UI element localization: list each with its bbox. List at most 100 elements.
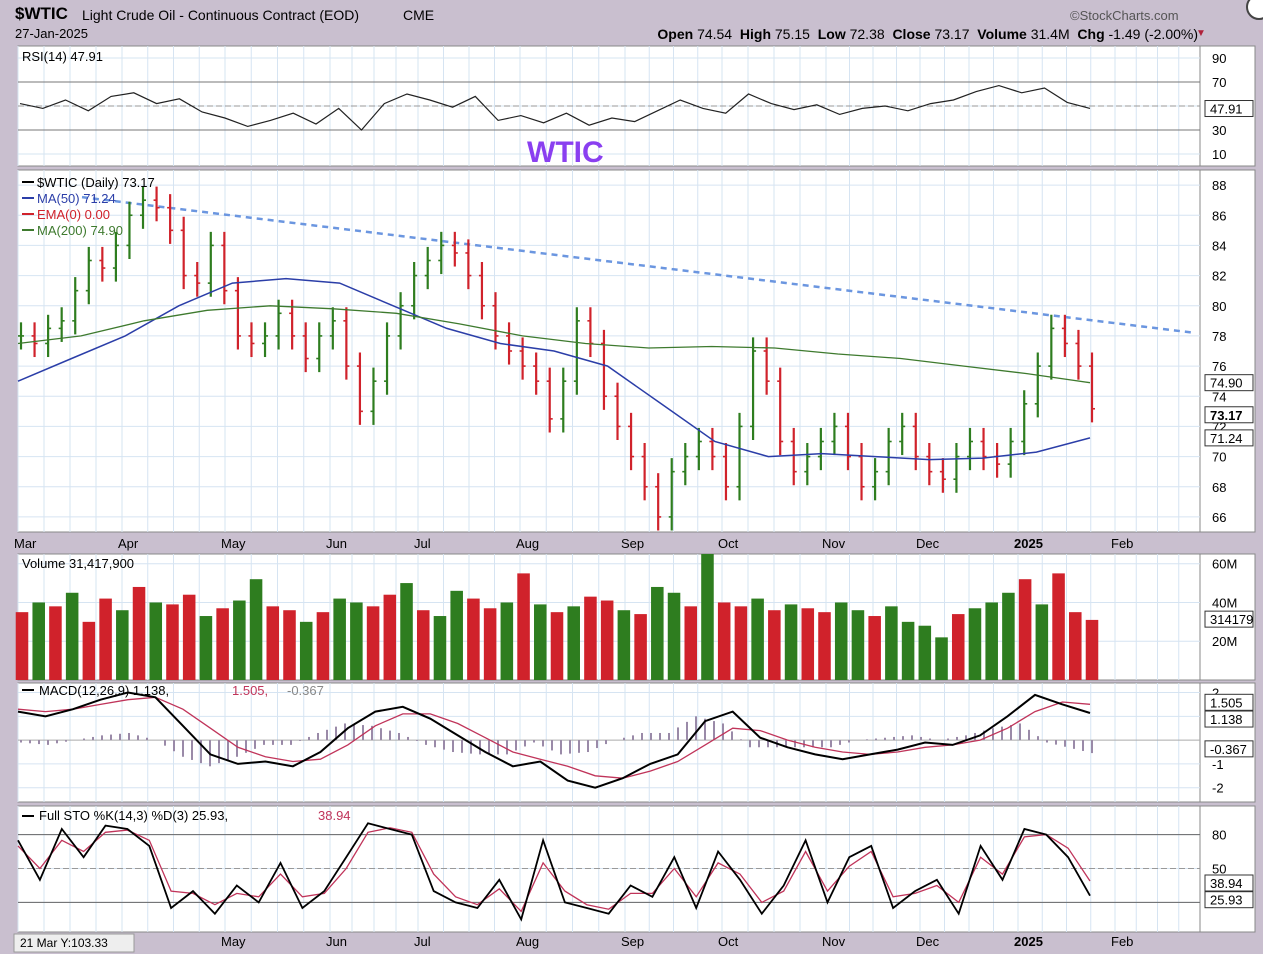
volume-bar: [901, 621, 915, 680]
stochastic-d-legend: 38.94: [318, 808, 351, 823]
volume-bar: [985, 602, 998, 680]
price-legend-entry: $WTIC (Daily) 73.17: [37, 175, 155, 190]
month-label: Aug: [516, 934, 539, 949]
volume-bar: [667, 592, 681, 680]
volume-bar: [701, 554, 714, 680]
macd-tick-label: -2: [1212, 781, 1224, 796]
volume-bar: [433, 616, 447, 680]
volume-bar: [517, 573, 530, 680]
volume-bar: [333, 598, 346, 680]
volume-label: Volume: [977, 26, 1027, 42]
open-value: 74.54: [697, 26, 733, 42]
volume-bar: [99, 598, 112, 680]
close-value: 73.17: [934, 26, 970, 42]
macd-histogram-legend: -0.367: [287, 683, 324, 698]
status-readout-box: [13, 933, 135, 953]
volume-value-flag-box: [1204, 610, 1254, 628]
volume-bar: [851, 610, 865, 680]
price-panel: [17, 169, 1201, 533]
macd-panel: [17, 682, 1201, 803]
chg-value: -1.49 (-2.00%): [1108, 26, 1198, 42]
price-tick-label: 84: [1212, 238, 1226, 253]
volume-bar: [751, 598, 764, 680]
close-value-flag-box: [1204, 406, 1254, 424]
macd-tick-label: 2: [1212, 686, 1219, 701]
volume-bar: [1002, 592, 1015, 680]
price-tick-label: 76: [1212, 359, 1226, 374]
macd-histogram-flag: -0.367: [1210, 742, 1247, 757]
macd-line: [17, 691, 1091, 789]
volume-bar: [550, 612, 564, 680]
wtic-annotation: WTIC: [527, 136, 604, 169]
rsi-value-flag: 47.91: [1210, 102, 1243, 117]
stochastic-k-flag: 25.93: [1210, 893, 1243, 908]
month-label: 2025: [1014, 934, 1043, 949]
volume-bar: [584, 596, 597, 680]
volume-bar: [717, 602, 731, 680]
volume-bar: [951, 614, 965, 680]
stochastic-d-flag-box: [1204, 874, 1254, 892]
price-tick-label: 78: [1212, 329, 1226, 344]
month-label: Jun: [326, 536, 347, 551]
volume-bar: [82, 621, 96, 680]
ma200-line: [17, 305, 1091, 384]
price-tick-label: 88: [1212, 178, 1226, 193]
macd-histogram-flag-box: [1204, 740, 1254, 758]
volume-bar: [617, 610, 631, 680]
volume-bar: [316, 612, 330, 680]
volume-bar: [199, 616, 213, 680]
volume-bar: [166, 604, 179, 680]
volume-bar: [400, 583, 413, 680]
price-tick-label: 68: [1212, 480, 1226, 495]
volume-bar: [416, 610, 430, 680]
month-label: Oct: [718, 934, 739, 949]
volume-bar: [216, 608, 229, 680]
month-label: Sep: [621, 536, 644, 551]
volume-bar: [65, 592, 79, 680]
volume-bar: [935, 637, 948, 680]
month-label: Nov: [822, 934, 846, 949]
volume-bar: [233, 600, 246, 680]
close-icon[interactable]: [1246, 0, 1263, 20]
volume-bar: [249, 579, 263, 680]
volume-bar: [1052, 573, 1065, 680]
month-label: Jun: [326, 934, 347, 949]
volume-bar: [567, 606, 580, 680]
macd-signal-flag: 1.505: [1210, 695, 1243, 710]
volume-bar: [182, 594, 196, 680]
month-label: Apr: [118, 536, 139, 551]
ma50-value-flag-box: [1204, 429, 1254, 447]
chg-label: Chg: [1077, 26, 1105, 42]
volume-bar: [651, 586, 664, 680]
volume-tick-label: 20M: [1212, 634, 1237, 649]
ma50-value-flag: 71.24: [1210, 431, 1243, 446]
volume-bar: [500, 602, 514, 680]
macd-legend: MACD(12,26,9) 1.138,: [39, 683, 169, 698]
volume-bar: [149, 602, 163, 680]
chart-header: $WTIC Light Crude Oil - Continuous Contr…: [0, 0, 1263, 46]
month-label: Feb: [1111, 536, 1133, 551]
brand-logo: ©StockCharts.com: [1070, 8, 1179, 23]
volume-legend: Volume 31,417,900: [22, 556, 134, 571]
volume-bar: [467, 598, 480, 680]
month-label: Oct: [718, 536, 739, 551]
rsi-line: [19, 84, 1091, 131]
price-tick-label: 82: [1212, 269, 1226, 284]
close-value-flag: 73.17: [1210, 408, 1243, 423]
month-label: May: [221, 536, 246, 551]
volume-bar: [116, 610, 129, 680]
macd-signal-legend: 1.505,: [232, 683, 268, 698]
stochastic-tick-label: 80: [1212, 828, 1226, 843]
price-legend-entry: EMA(0) 0.00: [37, 207, 110, 222]
volume-bar: [49, 606, 62, 680]
rsi-tick-label: 70: [1212, 75, 1226, 90]
month-label: Jul: [414, 536, 431, 551]
rsi-tick-label: 90: [1212, 51, 1226, 66]
volume-bar: [450, 590, 463, 680]
macd-value-flag-box: [1204, 710, 1254, 728]
volume-bar: [784, 604, 798, 680]
symbol-description: Light Crude Oil - Continuous Contract (E…: [82, 7, 359, 23]
volume-bar: [634, 614, 647, 680]
open-label: Open: [657, 26, 694, 42]
